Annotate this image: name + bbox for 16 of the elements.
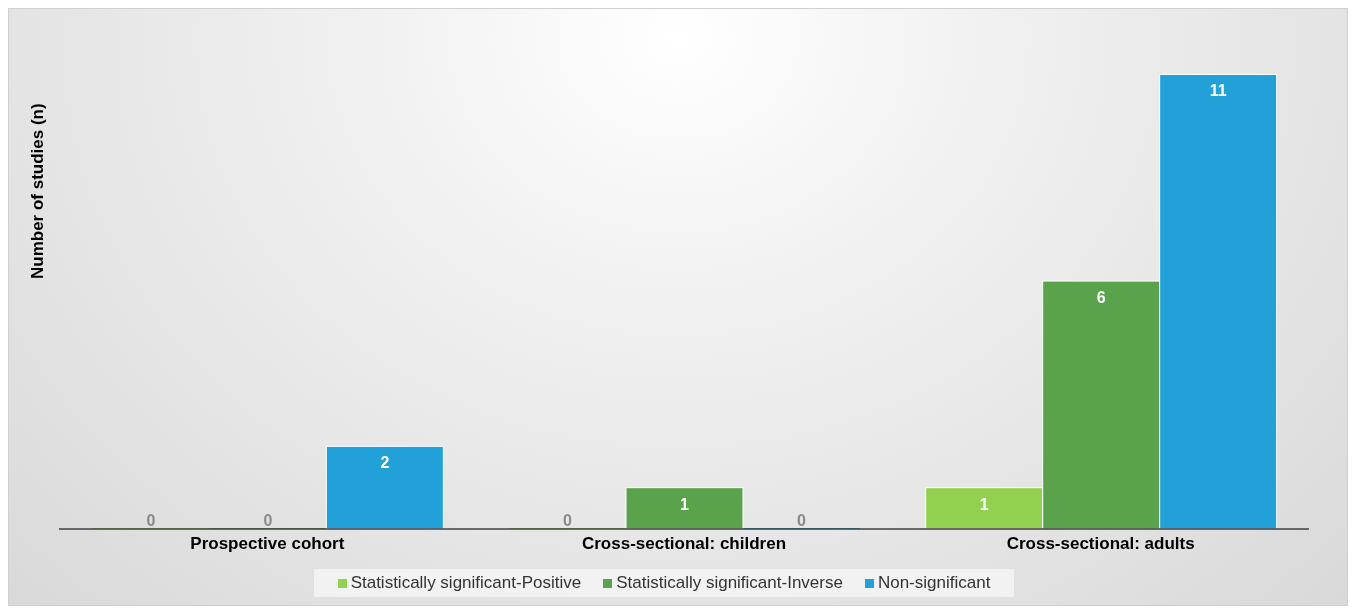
data-label: 0 bbox=[797, 512, 807, 529]
data-label: 1 bbox=[680, 495, 690, 513]
y-axis-title: Number of studies (n) bbox=[28, 103, 48, 279]
data-label: 11 bbox=[1209, 82, 1227, 100]
x-tick-label: Cross-sectional: adults bbox=[1006, 534, 1195, 554]
legend-label: Statistically significant-Positive bbox=[350, 573, 582, 593]
data-label: 0 bbox=[146, 512, 156, 529]
data-label: 2 bbox=[380, 454, 390, 472]
data-label: 6 bbox=[1096, 289, 1106, 307]
x-tick-label: Prospective cohort bbox=[190, 534, 345, 554]
x-tick-label: Cross-sectional: children bbox=[581, 534, 787, 554]
legend-label: Statistically significant-Inverse bbox=[616, 573, 843, 593]
data-label: 0 bbox=[263, 512, 273, 529]
data-label: 1 bbox=[979, 495, 989, 513]
data-label: 0 bbox=[563, 512, 573, 529]
legend-label: Non-significant bbox=[877, 573, 991, 593]
